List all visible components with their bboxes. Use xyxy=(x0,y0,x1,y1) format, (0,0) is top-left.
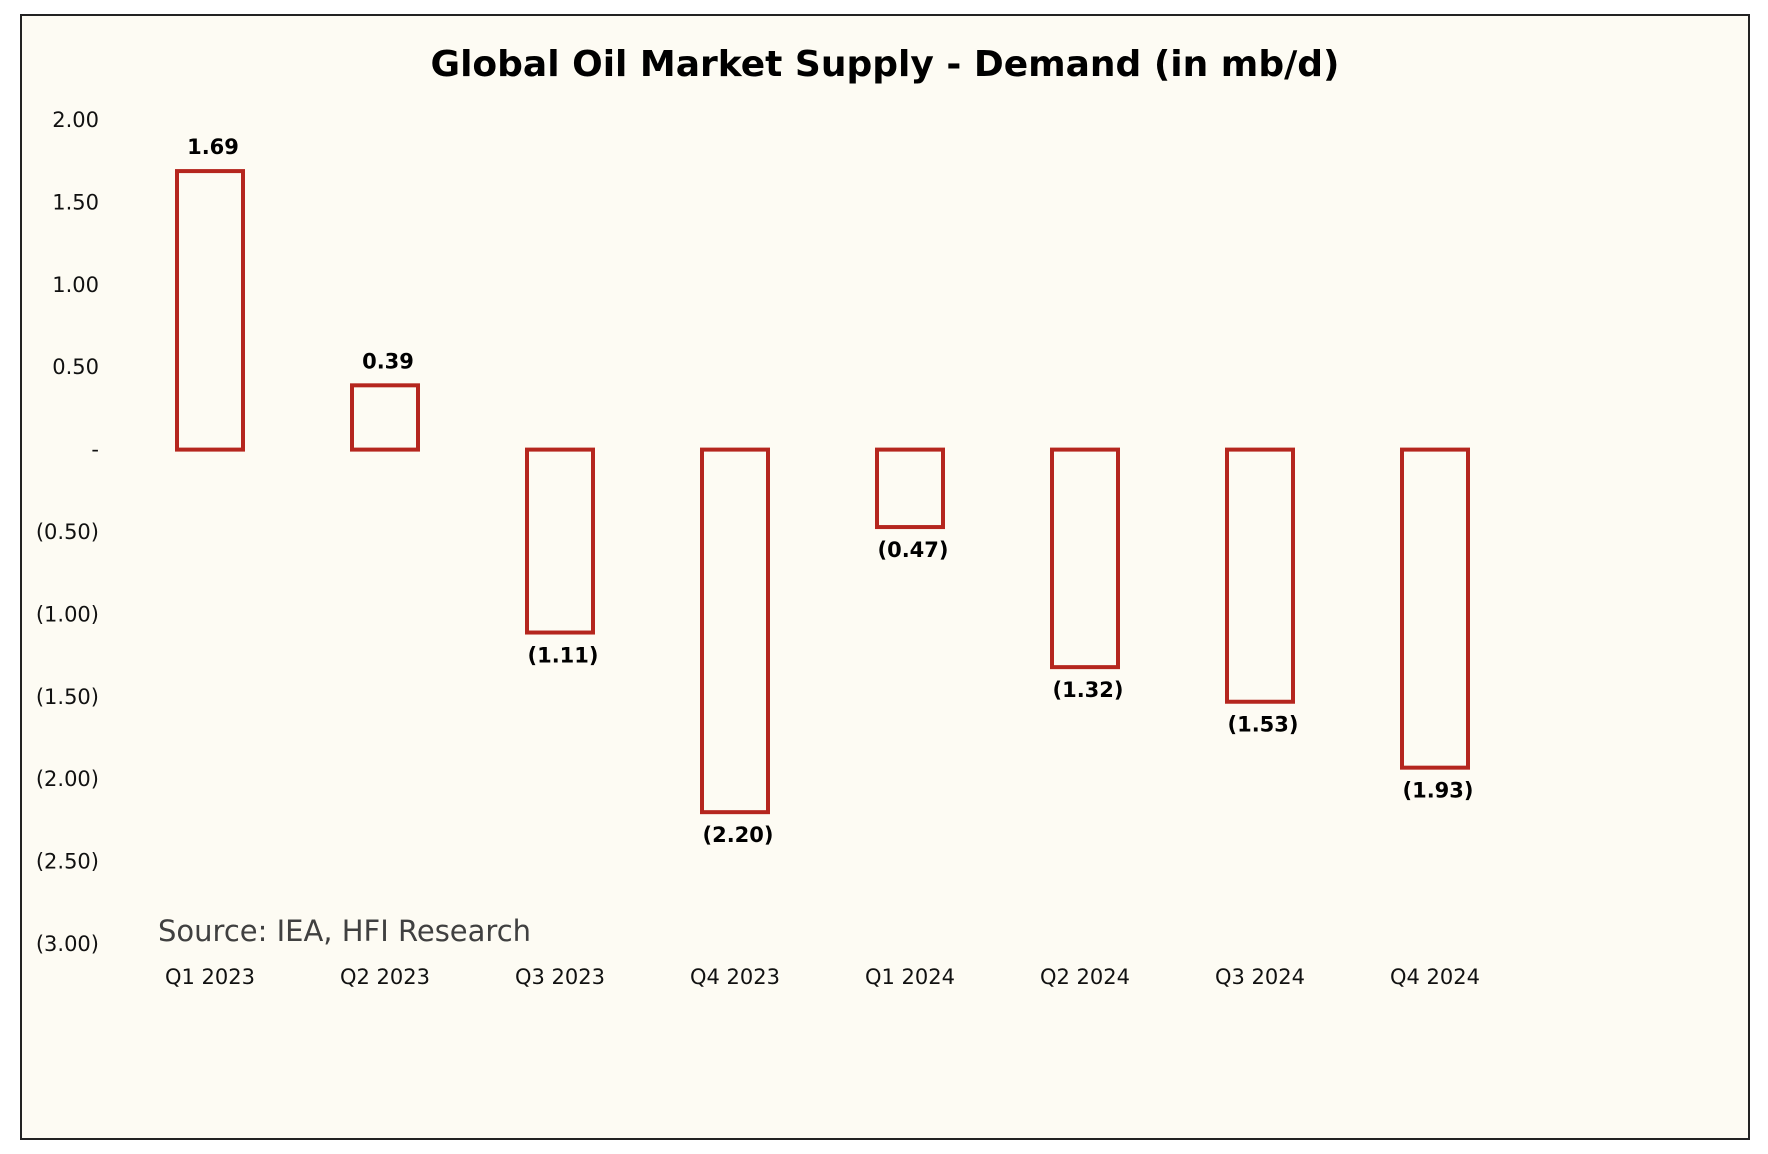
chart-title: Global Oil Market Supply - Demand (in mb… xyxy=(431,44,1340,85)
bar-q2-2024 xyxy=(1050,447,1120,670)
bar-q4-2023 xyxy=(700,447,770,815)
x-tick-label: Q1 2023 xyxy=(165,965,255,989)
data-label: (1.32) xyxy=(1052,678,1123,702)
bar-q1-2023 xyxy=(175,169,245,452)
chart-frame: Global Oil Market Supply - Demand (in mb… xyxy=(20,14,1750,1140)
y-tick-label: (1.50) xyxy=(36,685,99,709)
x-tick-label: Q3 2023 xyxy=(515,965,605,989)
x-tick-label: Q4 2024 xyxy=(1390,965,1480,989)
y-tick-label: - xyxy=(91,438,99,462)
y-tick-label: (0.50) xyxy=(36,520,99,544)
y-tick-label: 2.00 xyxy=(52,108,99,132)
bars xyxy=(175,169,1470,815)
y-tick-label: (2.50) xyxy=(36,850,99,874)
x-axis: Q1 2023 Q2 2023 Q3 2023 Q4 2023 Q1 2024 Q2 20… xyxy=(165,965,1480,989)
data-label: 0.39 xyxy=(362,349,414,373)
x-tick-label: Q1 2024 xyxy=(865,965,955,989)
x-tick-label: Q2 2023 xyxy=(340,965,430,989)
data-label: (2.20) xyxy=(702,823,773,847)
y-tick-label: (3.00) xyxy=(36,932,99,956)
y-tick-label: 0.50 xyxy=(52,355,99,379)
x-tick-label: Q3 2024 xyxy=(1215,965,1305,989)
bar-q2-2023 xyxy=(350,383,420,452)
chart-svg: Global Oil Market Supply - Demand (in mb… xyxy=(36,44,1480,989)
data-label: (0.47) xyxy=(877,538,948,562)
data-label: (1.53) xyxy=(1227,713,1298,737)
data-label: (1.11) xyxy=(527,644,598,668)
bar-q4-2024 xyxy=(1400,447,1470,770)
source-note: Source: IEA, HFI Research xyxy=(158,914,531,948)
x-tick-label: Q4 2023 xyxy=(690,965,780,989)
bar-q3-2024 xyxy=(1225,447,1295,704)
bar-q1-2024 xyxy=(875,447,945,530)
bar-q3-2023 xyxy=(525,447,595,635)
y-axis: 2.00 1.50 1.00 0.50 - (0.50) (1.00) (1.50) (2.00… xyxy=(36,108,99,956)
data-labels: 1.69 0.39 (1.11) (2.20) (0.47) (1.32) (1.53) (1… xyxy=(187,135,1473,847)
data-label: 1.69 xyxy=(187,135,239,159)
y-tick-label: 1.50 xyxy=(52,190,99,214)
y-tick-label: 1.00 xyxy=(52,273,99,297)
y-tick-label: (1.00) xyxy=(36,602,99,626)
data-label: (1.93) xyxy=(1402,779,1473,803)
y-tick-label: (2.00) xyxy=(36,767,99,791)
x-tick-label: Q2 2024 xyxy=(1040,965,1130,989)
